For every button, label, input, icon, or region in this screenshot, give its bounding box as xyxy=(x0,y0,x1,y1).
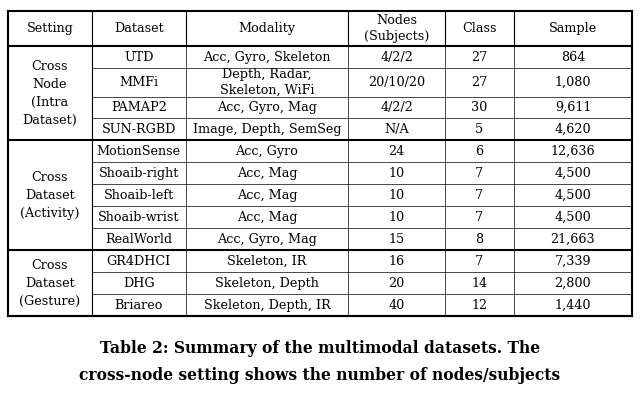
Text: Acc, Mag: Acc, Mag xyxy=(237,167,297,180)
Text: Briareo: Briareo xyxy=(115,299,163,312)
Text: 40: 40 xyxy=(388,299,404,312)
Text: Acc, Mag: Acc, Mag xyxy=(237,211,297,224)
Text: 4,500: 4,500 xyxy=(555,211,591,224)
Text: 4,620: 4,620 xyxy=(555,123,591,136)
Text: 7: 7 xyxy=(476,255,483,268)
Text: Cross
Node
(Intra
Dataset): Cross Node (Intra Dataset) xyxy=(22,60,77,127)
Text: 12: 12 xyxy=(471,299,487,312)
Text: Cross
Dataset
(Gesture): Cross Dataset (Gesture) xyxy=(19,259,81,308)
Text: 4,500: 4,500 xyxy=(555,189,591,202)
Text: Nodes
(Subjects): Nodes (Subjects) xyxy=(364,15,429,44)
Text: GR4DHCI: GR4DHCI xyxy=(107,255,171,268)
Text: cross-node setting shows the number of nodes/subjects: cross-node setting shows the number of n… xyxy=(79,367,561,384)
Text: 7,339: 7,339 xyxy=(555,255,591,268)
Text: Shoaib-wrist: Shoaib-wrist xyxy=(98,211,180,224)
Text: 7: 7 xyxy=(476,211,483,224)
Text: 30: 30 xyxy=(471,101,488,114)
Text: Sample: Sample xyxy=(549,22,597,35)
Text: 27: 27 xyxy=(471,76,488,89)
Text: 24: 24 xyxy=(388,145,404,158)
Text: Acc, Gyro, Mag: Acc, Gyro, Mag xyxy=(217,233,317,246)
Text: 4,500: 4,500 xyxy=(555,167,591,180)
Text: Skeleton, Depth, IR: Skeleton, Depth, IR xyxy=(204,299,330,312)
Text: 6: 6 xyxy=(476,145,483,158)
Text: Cross
Dataset
(Activity): Cross Dataset (Activity) xyxy=(20,171,79,220)
Text: 9,611: 9,611 xyxy=(555,101,591,114)
Text: Acc, Gyro: Acc, Gyro xyxy=(236,145,298,158)
Text: Table 2: Summary of the multimodal datasets. The: Table 2: Summary of the multimodal datas… xyxy=(100,340,540,357)
Text: DHG: DHG xyxy=(123,277,155,290)
Text: 10: 10 xyxy=(388,167,404,180)
Text: Skeleton, IR: Skeleton, IR xyxy=(227,255,307,268)
Text: MotionSense: MotionSense xyxy=(97,145,181,158)
Text: 10: 10 xyxy=(388,211,404,224)
Text: 2,800: 2,800 xyxy=(555,277,591,290)
Text: 21,663: 21,663 xyxy=(550,233,595,246)
Text: 16: 16 xyxy=(388,255,404,268)
Text: Depth, Radar,
Skeleton, WiFi: Depth, Radar, Skeleton, WiFi xyxy=(220,68,314,97)
Text: 12,636: 12,636 xyxy=(550,145,595,158)
Text: 20/10/20: 20/10/20 xyxy=(368,76,425,89)
Text: 15: 15 xyxy=(388,233,404,246)
Text: Shoaib-right: Shoaib-right xyxy=(99,167,179,180)
Text: 27: 27 xyxy=(471,51,488,64)
Text: SUN-RGBD: SUN-RGBD xyxy=(102,123,176,136)
Text: Class: Class xyxy=(462,22,497,35)
Text: Acc, Mag: Acc, Mag xyxy=(237,189,297,202)
Text: Setting: Setting xyxy=(26,22,74,35)
Text: 8: 8 xyxy=(476,233,483,246)
Text: 7: 7 xyxy=(476,167,483,180)
Text: Acc, Gyro, Skeleton: Acc, Gyro, Skeleton xyxy=(203,51,331,64)
Text: PAMAP2: PAMAP2 xyxy=(111,101,167,114)
Text: 864: 864 xyxy=(561,51,585,64)
Text: 1,440: 1,440 xyxy=(555,299,591,312)
Text: N/A: N/A xyxy=(384,123,409,136)
Text: 4/2/2: 4/2/2 xyxy=(380,51,413,64)
Text: 14: 14 xyxy=(471,277,487,290)
Text: RealWorld: RealWorld xyxy=(106,233,172,246)
Text: 4/2/2: 4/2/2 xyxy=(380,101,413,114)
Text: 7: 7 xyxy=(476,189,483,202)
Text: Modality: Modality xyxy=(238,22,296,35)
Text: MMFi: MMFi xyxy=(119,76,159,89)
Text: 5: 5 xyxy=(475,123,483,136)
Text: UTD: UTD xyxy=(124,51,154,64)
Text: Skeleton, Depth: Skeleton, Depth xyxy=(215,277,319,290)
Text: 20: 20 xyxy=(388,277,404,290)
Text: 1,080: 1,080 xyxy=(555,76,591,89)
Text: Image, Depth, SemSeg: Image, Depth, SemSeg xyxy=(193,123,341,136)
Text: Dataset: Dataset xyxy=(114,22,164,35)
Text: Shoaib-left: Shoaib-left xyxy=(104,189,174,202)
Text: 10: 10 xyxy=(388,189,404,202)
Text: Acc, Gyro, Mag: Acc, Gyro, Mag xyxy=(217,101,317,114)
